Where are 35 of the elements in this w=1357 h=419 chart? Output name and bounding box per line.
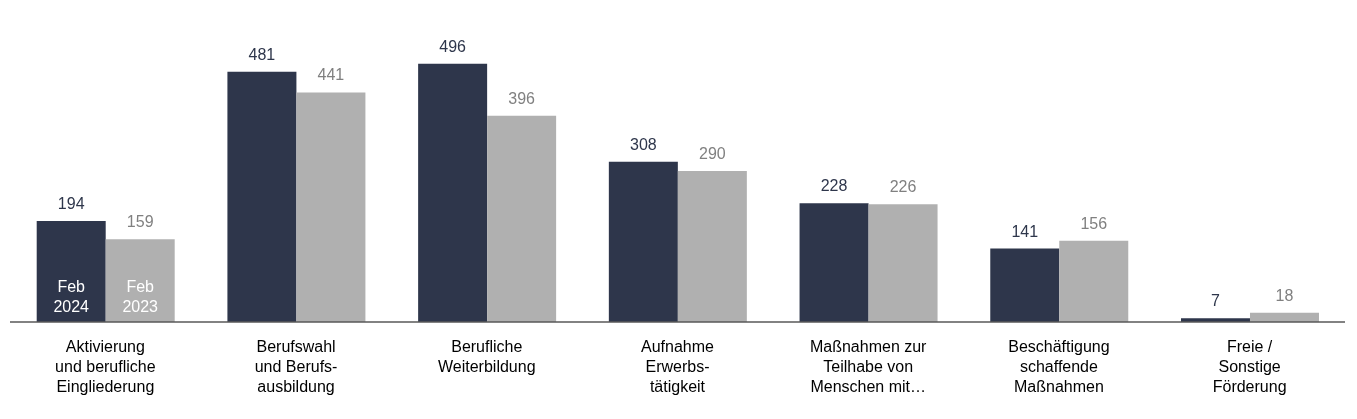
bar [677, 171, 747, 322]
data-label: 159 [126, 213, 154, 231]
data-label: 141 [1011, 222, 1039, 240]
series-label: Feb 2023 [122, 278, 159, 315]
data-label: 7 [1211, 292, 1221, 310]
bar [418, 63, 488, 322]
data-label: 496 [439, 37, 467, 55]
bar [868, 204, 938, 322]
bar [990, 248, 1060, 322]
data-label: 290 [698, 145, 726, 163]
data-label: 308 [629, 135, 657, 153]
data-label: 396 [508, 89, 536, 107]
x-tick-label: Beschäftigung schaffende Maßnahmen [1008, 338, 1110, 395]
bar [487, 115, 557, 322]
data-label: 226 [889, 178, 917, 196]
x-tick-label: Maßnahmen zur Teilhabe von Menschen mit… [809, 338, 928, 395]
bar [105, 239, 175, 322]
data-label: 194 [57, 195, 85, 213]
bar [227, 71, 297, 322]
data-label: 481 [248, 45, 276, 63]
bar [36, 221, 106, 322]
x-tick-label: Freie / Sonstige Förderung [1212, 338, 1287, 395]
x-tick-label: Aufnahme Erwerbs- tätigkeit [641, 338, 715, 395]
data-label: 156 [1080, 214, 1108, 232]
data-label: 441 [317, 66, 345, 84]
x-tick-label: Berufswahl und Berufs- ausbildung [254, 338, 338, 395]
bar [608, 161, 678, 322]
x-tick-label: Berufliche Weiterbildung [438, 338, 536, 375]
data-label: 228 [820, 177, 848, 195]
bar [1059, 240, 1129, 322]
series-label: Feb 2024 [53, 278, 90, 315]
bar [296, 92, 366, 322]
bar [799, 203, 869, 322]
x-tick-label: Aktivierung und berufliche Eingliederung [55, 338, 156, 395]
data-label: 18 [1275, 286, 1294, 304]
